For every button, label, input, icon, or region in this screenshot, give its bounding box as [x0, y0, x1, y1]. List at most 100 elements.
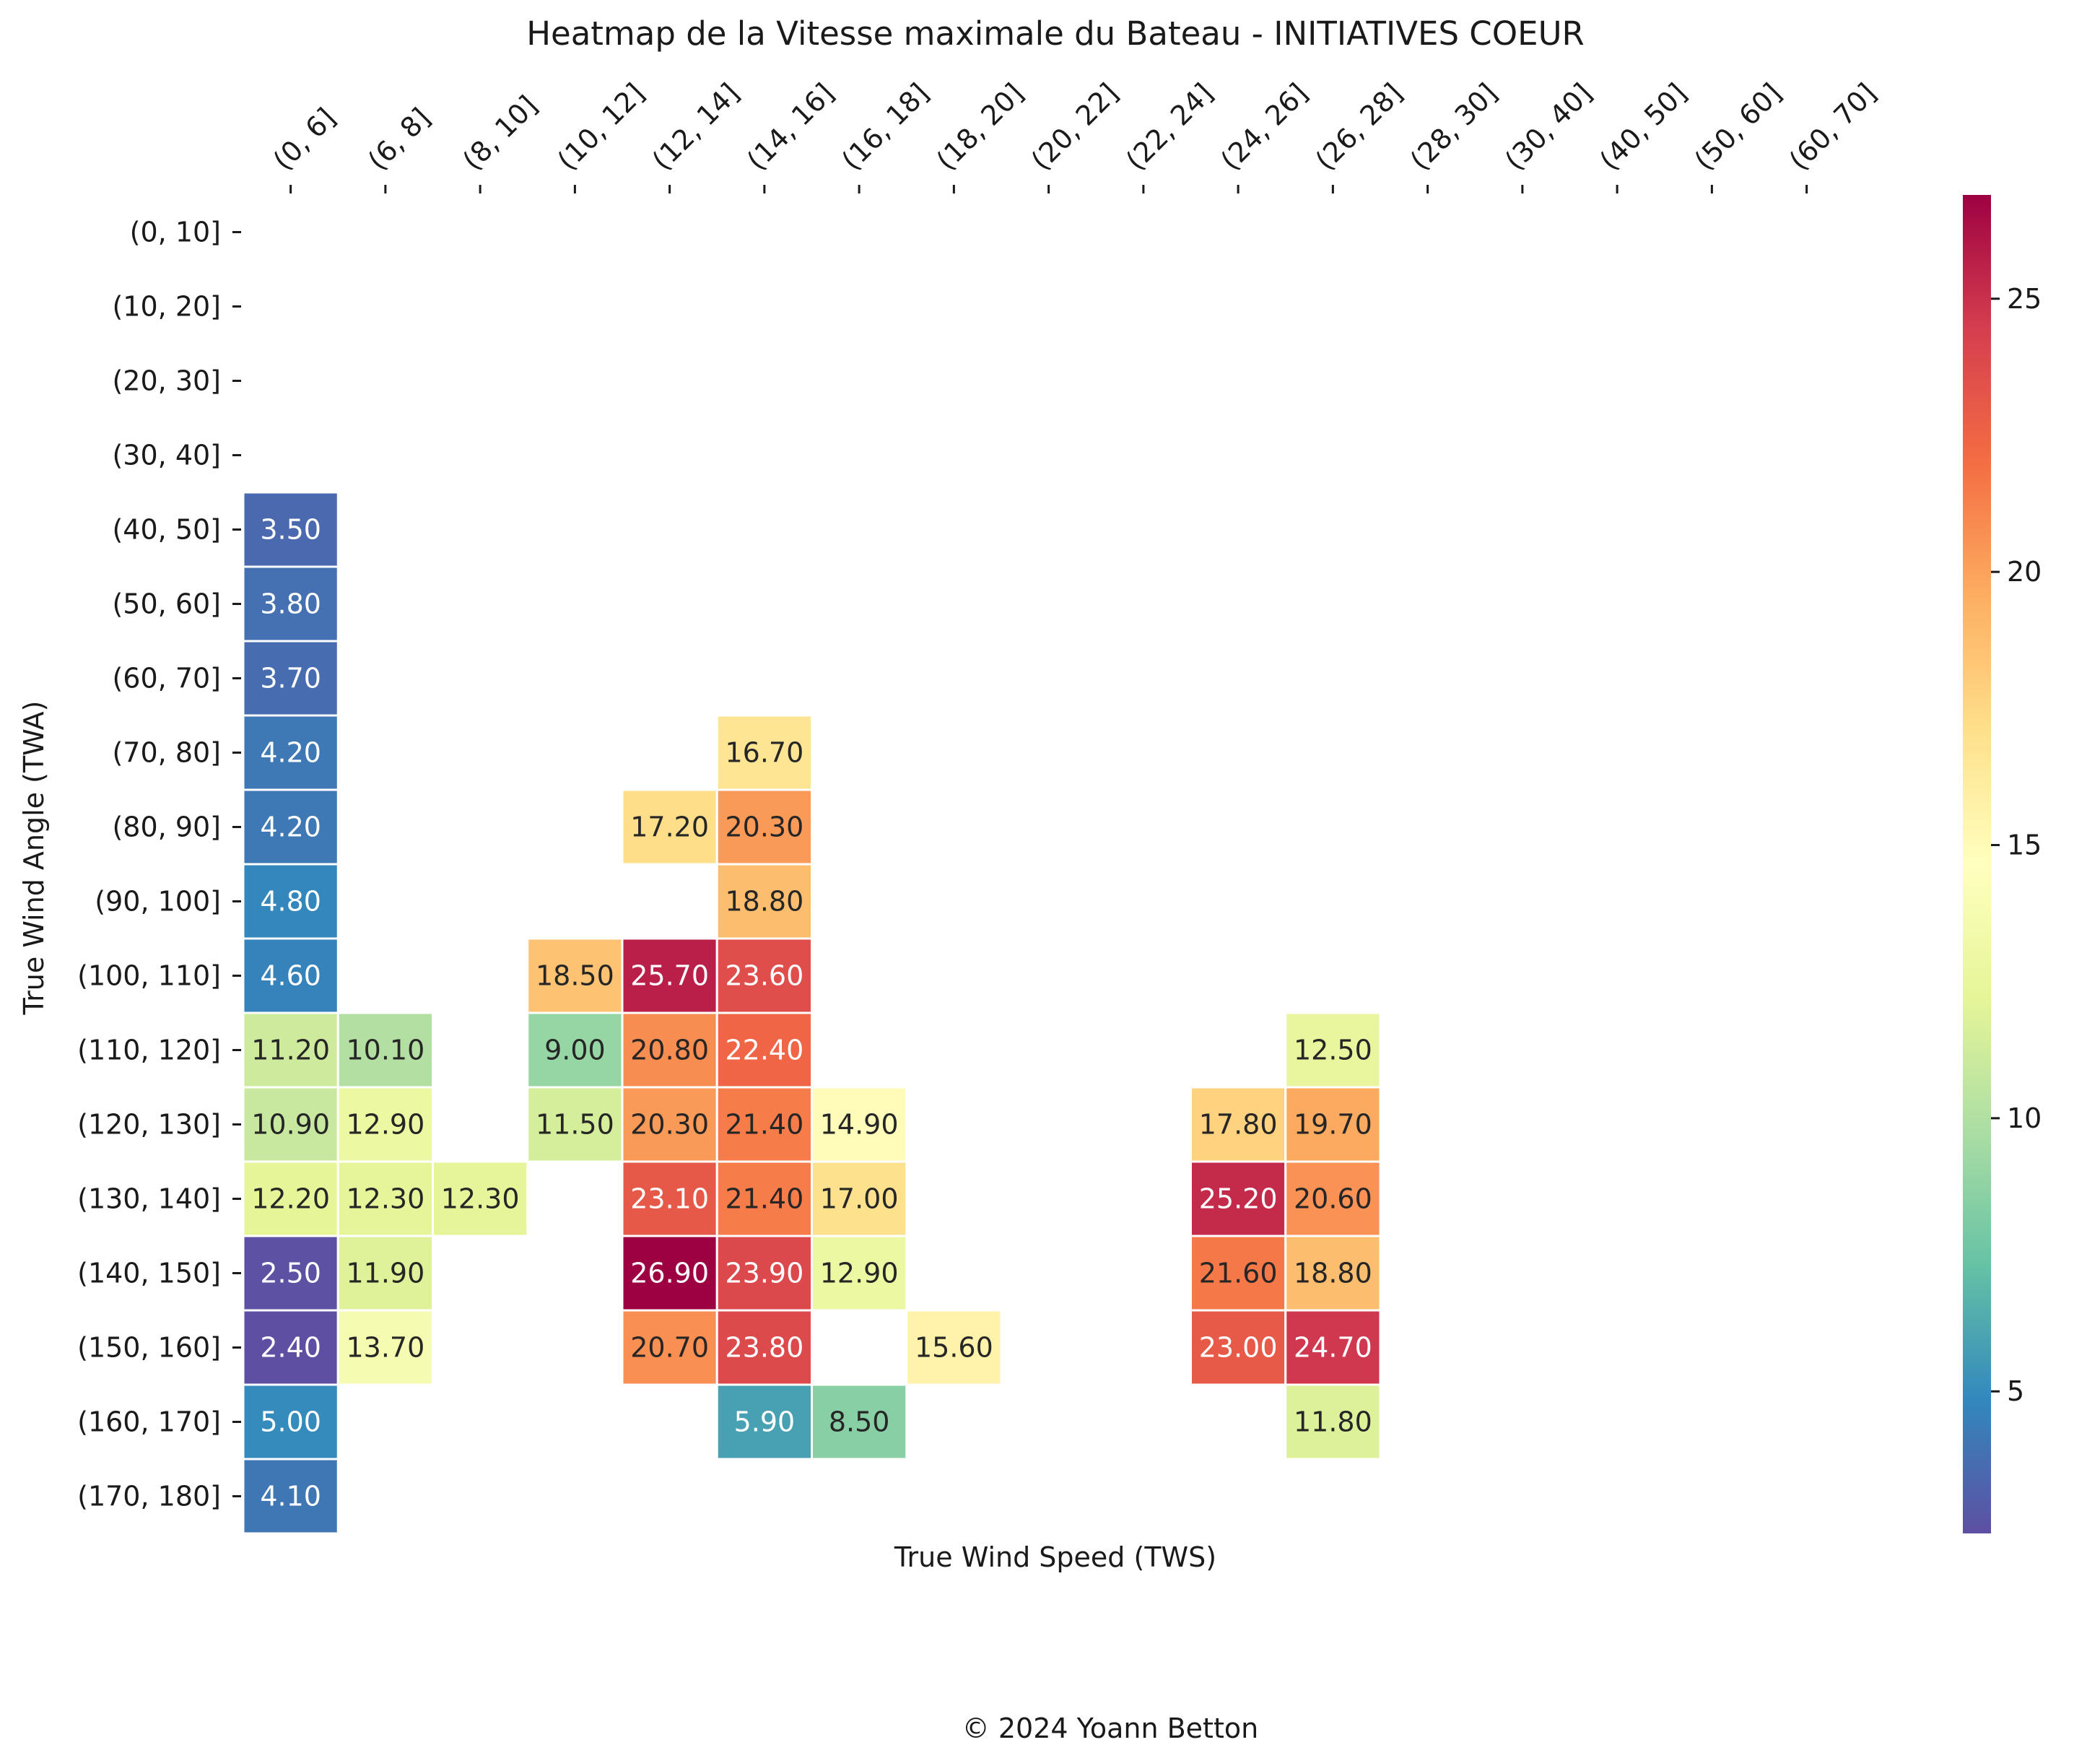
y-tick-label: (40, 50] — [112, 514, 221, 546]
y-tick-label: (160, 170] — [77, 1406, 221, 1438]
cell-value-label: 25.20 — [1199, 1183, 1278, 1215]
cell-value-label: 4.20 — [260, 737, 321, 769]
cell-value-label: 23.10 — [630, 1183, 709, 1215]
heatmap-cell — [621, 1086, 718, 1163]
heatmap-cell — [242, 491, 339, 568]
cell-value-label: 23.90 — [725, 1258, 803, 1289]
x-tick-label: (60, 70] — [1783, 77, 1883, 177]
cell-value-label: 18.50 — [536, 960, 614, 992]
heatmap-cell — [336, 1011, 434, 1089]
y-tick-label: (70, 80] — [112, 737, 221, 769]
cell-value-label: 20.70 — [630, 1332, 709, 1364]
heatmap-cell — [1284, 1011, 1382, 1089]
heatmap-cell — [336, 1309, 434, 1386]
x-axis-label: True Wind Speed (TWS) — [894, 1541, 1216, 1573]
colorbar-gradient — [1963, 195, 1991, 1533]
y-tick-label: (0, 10] — [130, 217, 221, 248]
cell-value-label: 20.60 — [1294, 1183, 1372, 1215]
cell-value-label: 22.40 — [725, 1035, 803, 1066]
x-tick-label: (22, 24] — [1120, 77, 1219, 177]
x-tick-label: (40, 50] — [1593, 77, 1693, 177]
cell-value-label: 4.80 — [260, 886, 321, 918]
y-axis-ticks: (0, 10] (10, 20] (20, 30] (30, 40] (40, 50] (… — [77, 217, 241, 1512]
y-tick-label: (30, 40] — [112, 440, 221, 471]
cell-value-label: 17.80 — [1199, 1109, 1278, 1141]
cell-value-label: 23.00 — [1199, 1332, 1278, 1364]
cell-value-label: 18.80 — [1294, 1258, 1372, 1289]
y-tick-label: (90, 100] — [95, 886, 221, 918]
colorbar: 5 10 15 20 25 — [1963, 195, 2042, 1533]
x-tick-label: (14, 16] — [741, 77, 840, 177]
heatmap-cell — [242, 565, 339, 643]
cell-value-label: 10.10 — [346, 1035, 424, 1066]
x-tick-label: (26, 28] — [1310, 77, 1409, 177]
x-tick-label: (6, 8] — [362, 102, 436, 176]
cell-value-label: 23.80 — [725, 1332, 803, 1364]
heatmap-cell — [242, 863, 339, 940]
x-tick-label: (20, 22] — [1025, 77, 1125, 177]
cell-value-label: 13.70 — [346, 1332, 424, 1364]
cell-value-label: 12.90 — [346, 1109, 424, 1141]
y-tick-label: (20, 30] — [112, 365, 221, 397]
y-tick-label: (60, 70] — [112, 663, 221, 695]
cell-value-label: 12.50 — [1294, 1035, 1372, 1066]
heatmap-cell — [242, 1309, 339, 1386]
heatmap-cell — [526, 937, 624, 1014]
heatmap-cell — [1284, 1235, 1382, 1312]
cell-value-label: 3.50 — [260, 514, 321, 546]
cell-value-label: 20.80 — [630, 1035, 709, 1066]
cell-value-label: 25.70 — [630, 960, 709, 992]
cell-value-label: 2.50 — [260, 1258, 321, 1289]
x-axis-ticks: (0, 6] (6, 8] (8, 10] (10, 12](12, 14](14, … — [267, 77, 1883, 193]
heatmap-cell — [811, 1086, 908, 1163]
cell-value-label: 5.00 — [260, 1406, 321, 1438]
x-tick-label: (16, 18] — [835, 77, 935, 177]
heatmap-cell — [715, 1235, 813, 1312]
heatmap-cell — [242, 1458, 339, 1535]
copyright-footer: © 2024 Yoann Betton — [962, 1712, 1258, 1744]
heatmap-cell — [621, 1309, 718, 1386]
y-tick-label: (10, 20] — [112, 291, 221, 323]
heatmap-cell — [621, 1011, 718, 1089]
heatmap-cell — [242, 1086, 339, 1163]
cell-value-label: 21.40 — [725, 1183, 803, 1215]
heatmap-cell — [715, 1309, 813, 1386]
heatmap-cell — [715, 714, 813, 791]
y-tick-label: (130, 140] — [77, 1183, 221, 1215]
cell-value-label: 10.90 — [251, 1109, 330, 1141]
cell-value-label: 9.00 — [544, 1035, 606, 1066]
cell-value-label: 4.10 — [260, 1481, 321, 1512]
heatmap-cell — [242, 937, 339, 1014]
cell-value-label: 26.90 — [630, 1258, 709, 1289]
chart-title: Heatmap de la Vitesse maximale du Bateau… — [526, 14, 1585, 53]
y-tick-label: (150, 160] — [77, 1332, 221, 1364]
cell-value-label: 12.30 — [346, 1183, 424, 1215]
heatmap-cell — [715, 788, 813, 866]
heatmap-cell — [242, 640, 339, 717]
x-tick-label: (0, 6] — [267, 102, 341, 176]
cell-value-label: 20.30 — [725, 811, 803, 843]
x-tick-label: (12, 14] — [646, 77, 746, 177]
x-tick-label: (18, 20] — [931, 77, 1030, 177]
x-tick-label: (24, 26] — [1214, 77, 1314, 177]
x-tick-label: (30, 40] — [1499, 77, 1598, 177]
heatmap-cell — [1190, 1086, 1287, 1163]
colorbar-tick-label: 5 — [2007, 1375, 2024, 1407]
cell-value-label: 11.50 — [536, 1109, 614, 1141]
cell-value-label: 21.60 — [1199, 1258, 1278, 1289]
cell-value-label: 12.90 — [820, 1258, 899, 1289]
cell-value-label: 8.50 — [829, 1406, 890, 1438]
cell-value-label: 11.20 — [251, 1035, 330, 1066]
colorbar-tick-label: 25 — [2007, 283, 2042, 315]
y-tick-label: (170, 180] — [77, 1481, 221, 1512]
y-tick-label: (140, 150] — [77, 1258, 221, 1289]
y-tick-label: (50, 60] — [112, 588, 221, 620]
heatmap-cell — [1284, 1309, 1382, 1386]
heatmap-cell — [715, 1383, 813, 1461]
cell-value-label: 2.40 — [260, 1332, 321, 1364]
heatmap-cell — [1284, 1383, 1382, 1461]
y-axis-label: True Wind Angle (TWA) — [18, 701, 50, 1016]
heatmap-cells: 3.50 3.80 3.70 4.20 16.70 4.20 17.20 20.30 4.80 1… — [242, 491, 1382, 1535]
cell-value-label: 20.30 — [630, 1109, 709, 1141]
